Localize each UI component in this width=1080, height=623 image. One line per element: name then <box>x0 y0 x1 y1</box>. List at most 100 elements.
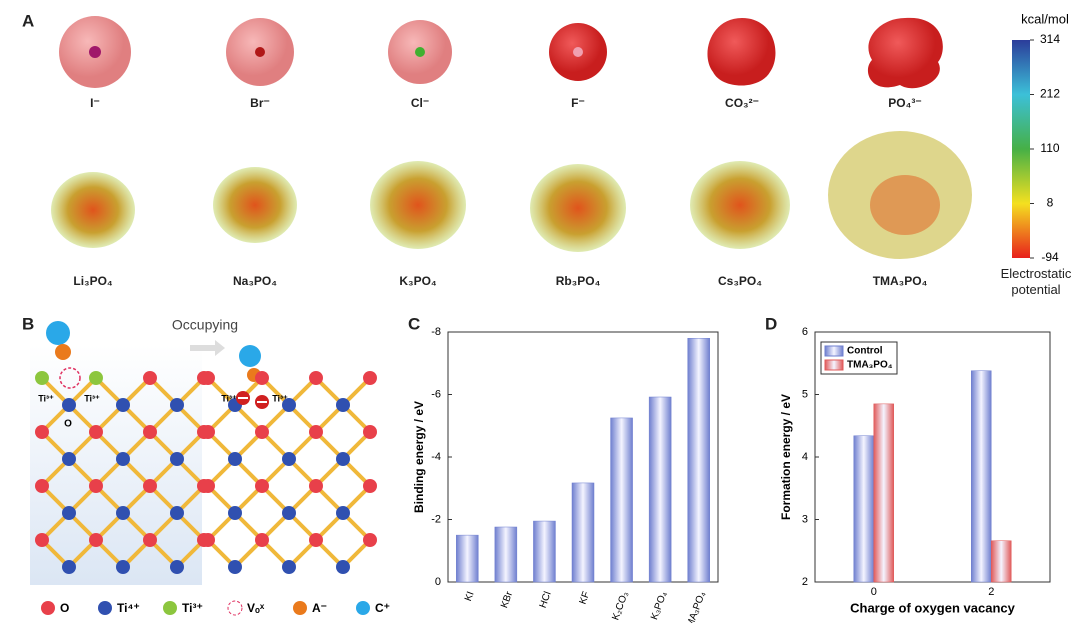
ti-atom <box>170 452 184 466</box>
o-label: O <box>64 419 72 430</box>
ti-atom <box>282 560 296 574</box>
legend-swatch <box>293 601 307 615</box>
x-tick-label: 2 <box>988 586 994 598</box>
ti-atom <box>228 506 242 520</box>
legend-label: O <box>60 601 69 615</box>
o-atom <box>89 479 103 493</box>
legend-swatch <box>356 601 370 615</box>
ti-atom <box>282 452 296 466</box>
salt-label: Rb₃PO₄ <box>556 274 601 288</box>
o-atom <box>363 479 377 493</box>
legend-swatch <box>824 345 844 357</box>
cation <box>46 321 70 345</box>
y-tick-label: -6 <box>431 388 441 400</box>
x-tick-label: 0 <box>871 586 877 598</box>
legend-label: Ti⁴⁺ <box>117 601 140 615</box>
ti-atom <box>336 560 350 574</box>
colorbar-tick-label: 8 <box>1047 196 1054 210</box>
bar <box>494 526 518 583</box>
o-atom <box>363 425 377 439</box>
o-atom <box>35 533 49 547</box>
ti-atom <box>116 560 130 574</box>
legend-label: A⁻ <box>312 601 327 615</box>
ti-atom <box>170 506 184 520</box>
o-atom <box>201 425 215 439</box>
ti-atom <box>228 452 242 466</box>
salt-label: Cs₃PO₄ <box>718 274 762 288</box>
lattice <box>35 371 377 574</box>
legend-label: Vₒˣ <box>247 601 265 615</box>
arrow-text: Occupying <box>172 317 238 333</box>
salt-label: Na₃PO₄ <box>233 274 277 288</box>
o-atom <box>255 425 269 439</box>
x-tick-label: KI <box>463 590 477 603</box>
y-tick-label: -4 <box>431 451 441 463</box>
o-atom <box>143 371 157 385</box>
salt-surfaces <box>51 131 972 259</box>
ion-label: PO₄³⁻ <box>888 96 921 110</box>
o-atom <box>201 533 215 547</box>
y-axis-label: Formation energy / eV <box>779 394 793 520</box>
bar <box>533 520 556 583</box>
o-atom <box>309 371 323 385</box>
x-tick-label: K₃PO₄ <box>649 590 669 621</box>
ti-atom <box>336 506 350 520</box>
ti-atom <box>336 452 350 466</box>
bar <box>687 338 710 583</box>
legend-label: C⁺ <box>375 601 390 615</box>
y-tick-label: -8 <box>431 326 441 338</box>
x-tick-label: K₂CO₃ <box>610 590 630 622</box>
ion-label: CO₃²⁻ <box>725 96 759 110</box>
salt-label: K₃PO₄ <box>399 274 437 288</box>
ion-label: F⁻ <box>571 96 585 110</box>
o-atom <box>201 479 215 493</box>
x-tick-label: TMA₃PO₄ <box>683 590 708 623</box>
colorbar-unit: kcal/mol <box>1021 11 1069 26</box>
legend-label: Control <box>847 346 883 357</box>
colorbar-tick-label: 110 <box>1040 141 1059 155</box>
ti-atom <box>336 398 350 412</box>
ti-atom <box>116 506 130 520</box>
o-atom <box>35 425 49 439</box>
y-tick-label: -2 <box>431 513 441 525</box>
ti-atom <box>116 452 130 466</box>
ion-label: Br⁻ <box>250 96 270 110</box>
ion-label: I⁻ <box>90 96 100 110</box>
ti-atom <box>170 560 184 574</box>
ti-atom <box>62 452 76 466</box>
o-atom <box>89 425 103 439</box>
colorbar-tick-label: -94 <box>1041 250 1059 264</box>
o-atom <box>309 479 323 493</box>
ti3-atom <box>89 371 103 385</box>
o-atom <box>143 533 157 547</box>
y-tick-label: 2 <box>802 576 808 588</box>
colorbar <box>1012 40 1030 258</box>
y-axis-label: Binding energy / eV <box>412 401 426 513</box>
o-atom <box>363 533 377 547</box>
o-atom <box>35 479 49 493</box>
ion-label: Cl⁻ <box>411 96 429 110</box>
bar <box>873 403 894 583</box>
legend-swatch <box>41 601 55 615</box>
o-atom <box>309 425 323 439</box>
cation <box>239 345 261 367</box>
o-atom <box>309 533 323 547</box>
ion-spheres <box>59 16 943 89</box>
y-tick-label: 5 <box>802 388 808 400</box>
ti-atom <box>62 560 76 574</box>
y-tick-label: 0 <box>435 576 441 588</box>
ti-atom <box>228 560 242 574</box>
ti-atom <box>170 398 184 412</box>
ti-atom <box>62 506 76 520</box>
legend-label: TMA₃PO₄ <box>847 360 893 371</box>
salt-label: TMA₃PO₄ <box>873 274 928 288</box>
legend-label: Ti³⁺ <box>182 601 203 615</box>
o-atom <box>255 371 269 385</box>
y-tick-label: 6 <box>802 326 808 338</box>
x-axis-label: Charge of oxygen vacancy <box>850 600 1015 615</box>
panel-label: A <box>22 11 34 30</box>
o-atom <box>143 425 157 439</box>
bar <box>971 370 992 583</box>
anion <box>55 344 71 360</box>
